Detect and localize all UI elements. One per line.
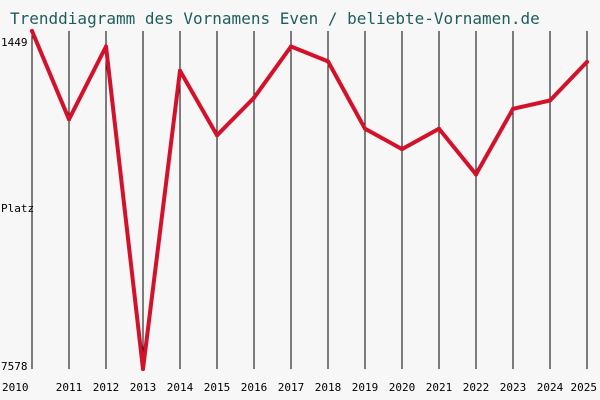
data-point-2021 — [437, 126, 441, 131]
chart-title: Trenddiagramm des Vornamens Even / belie… — [10, 9, 540, 28]
data-point-2011 — [67, 117, 71, 122]
x-tick-label-2019: 2019 — [352, 381, 379, 394]
data-point-2018 — [326, 59, 330, 64]
data-point-2010 — [30, 29, 34, 33]
x-tick-label-2023: 2023 — [500, 381, 527, 394]
y-tick-label-bottom: 7578 — [1, 360, 28, 373]
data-point-2014 — [178, 68, 182, 73]
x-tick-label-2014: 2014 — [167, 381, 194, 394]
x-tick-label-2025: 2025 — [571, 381, 598, 394]
data-points — [30, 29, 589, 371]
x-tick-label-2024: 2024 — [537, 381, 564, 394]
vertical-gridlines — [31, 31, 588, 369]
x-tick-label-2016: 2016 — [241, 381, 268, 394]
x-tick-label-2018: 2018 — [315, 381, 342, 394]
x-tick-label-2021: 2021 — [426, 381, 453, 394]
data-point-2019 — [363, 126, 367, 131]
x-tick-label-2013: 2013 — [130, 381, 157, 394]
x-tick-label-2022: 2022 — [463, 381, 490, 394]
x-tick-label-2017: 2017 — [278, 381, 305, 394]
data-point-2016 — [252, 95, 256, 100]
data-point-2023 — [511, 106, 515, 111]
x-tick-label-2020: 2020 — [389, 381, 416, 394]
y-tick-label-top: 1449 — [1, 36, 28, 49]
data-point-2024 — [548, 98, 552, 103]
x-tick-labels: 2010 2011 2012 2013 2014 2015 2016 2017 2018 2019… — [2, 381, 597, 394]
series-line — [30, 29, 589, 371]
data-point-2025 — [585, 59, 589, 64]
data-point-2012 — [104, 44, 108, 49]
x-tick-label-2012: 2012 — [93, 381, 120, 394]
data-point-2015 — [215, 133, 219, 138]
y-axis-label: Platz — [1, 202, 34, 215]
data-point-2022 — [474, 172, 478, 177]
x-tick-label-2010: 2010 — [2, 381, 29, 394]
data-point-2013 — [141, 367, 145, 371]
data-point-2017 — [289, 44, 293, 49]
data-point-2020 — [400, 147, 404, 152]
x-tick-label-2011: 2011 — [56, 381, 83, 394]
x-tick-label-2015: 2015 — [204, 381, 231, 394]
